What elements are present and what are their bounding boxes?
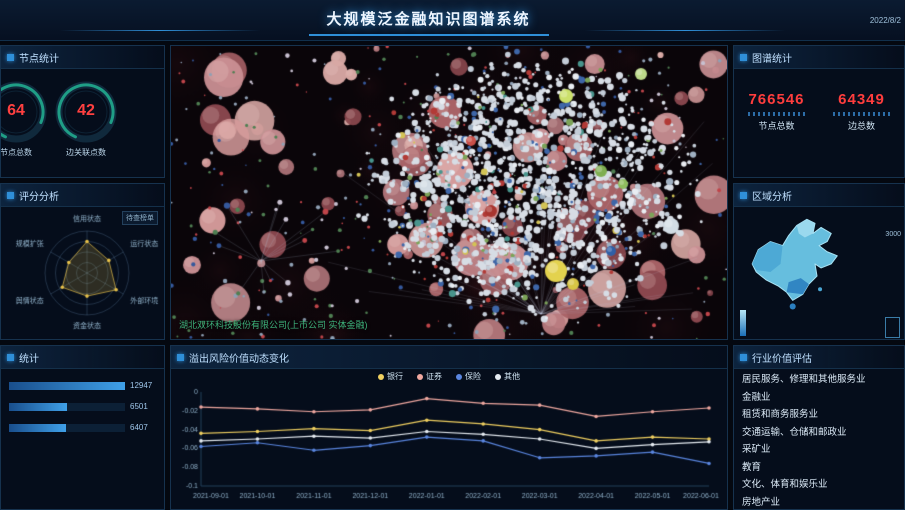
legend-dot xyxy=(378,373,384,380)
app-title: 大规模泛金融知识图谱系统 xyxy=(308,8,549,36)
map-hainan[interactable] xyxy=(789,303,796,310)
map-region-south[interactable] xyxy=(786,278,809,295)
stat-1: 64349 边总数 xyxy=(819,91,904,132)
industry-item-3[interactable]: 交通运输、仓储和邮政业 xyxy=(742,426,847,438)
panel-title: 评分分析 xyxy=(19,191,59,203)
industry-list: 居民服务、修理和其他服务业 金融业租赁和商务服务业交通运输、仓储和邮政业 采矿业教育… xyxy=(734,369,904,509)
panel-header-icon xyxy=(740,53,747,61)
score-radar-chart xyxy=(1,207,164,337)
panel-industry-value: 行业价值评估 居民服务、修理和其他服务业 金融业租赁和商务服务业交通运输、仓储和邮… xyxy=(733,345,905,510)
stat-label: 节点总数 xyxy=(758,121,795,131)
gauge-1: 42 边关联点数 xyxy=(51,77,121,158)
header-deco-line xyxy=(60,30,260,31)
legend-item-保险[interactable]: 保险 xyxy=(456,371,481,382)
app-header: 大规模泛金融知识图谱系统 2022/8/2 xyxy=(0,0,905,41)
bar-row-1: 6501 xyxy=(9,402,156,411)
bar-value: 6407 xyxy=(130,423,148,432)
panel-knowledge-graph: 湖北双环科技股份有限公司(上市公司 实体金融) xyxy=(170,45,728,340)
bar-value: 12947 xyxy=(130,381,153,390)
panel-title: 溢出风险价值动态变化 xyxy=(189,353,289,365)
graph-stats-container: 766546 节点总数 64349 边总数 xyxy=(734,69,904,132)
panel-score-radar: 评分分析 待查榜单 xyxy=(0,183,165,340)
industry-item-0[interactable]: 居民服务、修理和其他服务业 xyxy=(742,374,866,385)
stat-label: 边总数 xyxy=(847,121,875,131)
gauge-label: 节点总数 xyxy=(1,148,32,157)
industry-item-4[interactable]: 采矿业 xyxy=(742,444,771,455)
industry-item-1[interactable]: 金融业 xyxy=(742,391,771,403)
knowledge-graph-canvas[interactable] xyxy=(171,46,727,339)
panel-header-icon xyxy=(7,191,14,199)
gauge-value: 42 xyxy=(77,102,95,119)
panel-bar-stats: 统计 12947 6501 6407 xyxy=(0,345,165,510)
bar-track xyxy=(9,423,125,432)
bar-fill xyxy=(9,381,125,390)
panel-node-stats: 节点统计 64 节点总数 42 边关联点数 xyxy=(0,45,165,178)
bar-row-0: 12947 xyxy=(9,381,156,390)
industry-item-6[interactable]: 文化、体育和娱乐业 xyxy=(742,479,828,490)
legend-dot xyxy=(417,373,423,380)
panel-title: 图谱统计 xyxy=(752,53,792,65)
map-scale-max: 3000 xyxy=(885,231,901,238)
legend-item-银行[interactable]: 银行 xyxy=(378,371,403,382)
legend-label: 保险 xyxy=(465,372,481,381)
bar-value: 6501 xyxy=(130,402,148,411)
legend-label: 证券 xyxy=(426,372,442,381)
panel-risk-chart: 溢出风险价值动态变化 银行 证券 保险 其他 xyxy=(170,345,728,510)
panel-header-icon xyxy=(7,353,14,361)
china-map[interactable] xyxy=(740,211,892,333)
header-date: 2022/8/2 xyxy=(869,16,901,25)
bar-chart: 12947 6501 6407 xyxy=(1,381,164,432)
bar-fill xyxy=(9,402,67,411)
panel-header-icon xyxy=(740,353,747,361)
stat-0: 766546 节点总数 xyxy=(734,91,819,132)
map-region-northeast[interactable] xyxy=(796,219,815,238)
gauge-value: 64 xyxy=(7,102,25,119)
map-taiwan[interactable] xyxy=(818,287,823,292)
legend-dot xyxy=(456,373,462,380)
header-deco-line xyxy=(585,30,785,31)
map-base-region[interactable] xyxy=(751,218,838,301)
panel-header-icon xyxy=(740,191,747,199)
panel-graph-stats: 图谱统计 766546 节点总数 64349 边总数 xyxy=(733,45,905,178)
gauge-label: 边关联点数 xyxy=(66,148,106,157)
industry-item-5[interactable]: 教育 xyxy=(742,461,762,473)
legend-label: 银行 xyxy=(387,372,403,381)
panel-title: 节点统计 xyxy=(19,53,59,65)
map-region-west[interactable] xyxy=(752,241,783,272)
panel-region-analysis: 区域分析 3000 xyxy=(733,183,905,340)
stat-value: 766546 xyxy=(748,91,805,108)
panel-title: 行业价值评估 xyxy=(752,353,812,365)
bar-row-2: 6407 xyxy=(9,423,156,432)
risk-line-chart xyxy=(171,384,723,502)
risk-chart-legend: 银行 证券 保险 其他 xyxy=(171,369,727,384)
panel-header-icon xyxy=(177,353,184,361)
gauges-container: 64 节点总数 42 边关联点数 xyxy=(1,69,164,158)
legend-item-其他[interactable]: 其他 xyxy=(495,371,520,382)
selected-node-label: 湖北双环科技股份有限公司(上市公司 实体金融) xyxy=(179,320,368,330)
stat-tick-bar xyxy=(832,112,891,116)
bar-fill xyxy=(9,423,66,432)
bar-track xyxy=(9,381,125,390)
industry-item-2[interactable]: 租赁和商务服务业 xyxy=(742,409,819,420)
legend-item-证券[interactable]: 证券 xyxy=(417,371,442,382)
radar-tag[interactable]: 待查榜单 xyxy=(122,211,158,225)
gauge-0: 64 节点总数 xyxy=(1,77,51,158)
legend-label: 其他 xyxy=(504,372,520,381)
panel-title: 统计 xyxy=(19,353,39,365)
stat-tick-bar xyxy=(747,112,806,116)
panel-header-icon xyxy=(7,53,14,61)
stat-value: 64349 xyxy=(838,91,885,108)
map-inset-box xyxy=(885,317,900,338)
panel-title: 区域分析 xyxy=(752,191,792,203)
bar-track xyxy=(9,402,125,411)
legend-dot xyxy=(495,373,501,380)
industry-item-7[interactable]: 房地产业 xyxy=(742,496,781,508)
map-color-scale xyxy=(740,310,746,336)
